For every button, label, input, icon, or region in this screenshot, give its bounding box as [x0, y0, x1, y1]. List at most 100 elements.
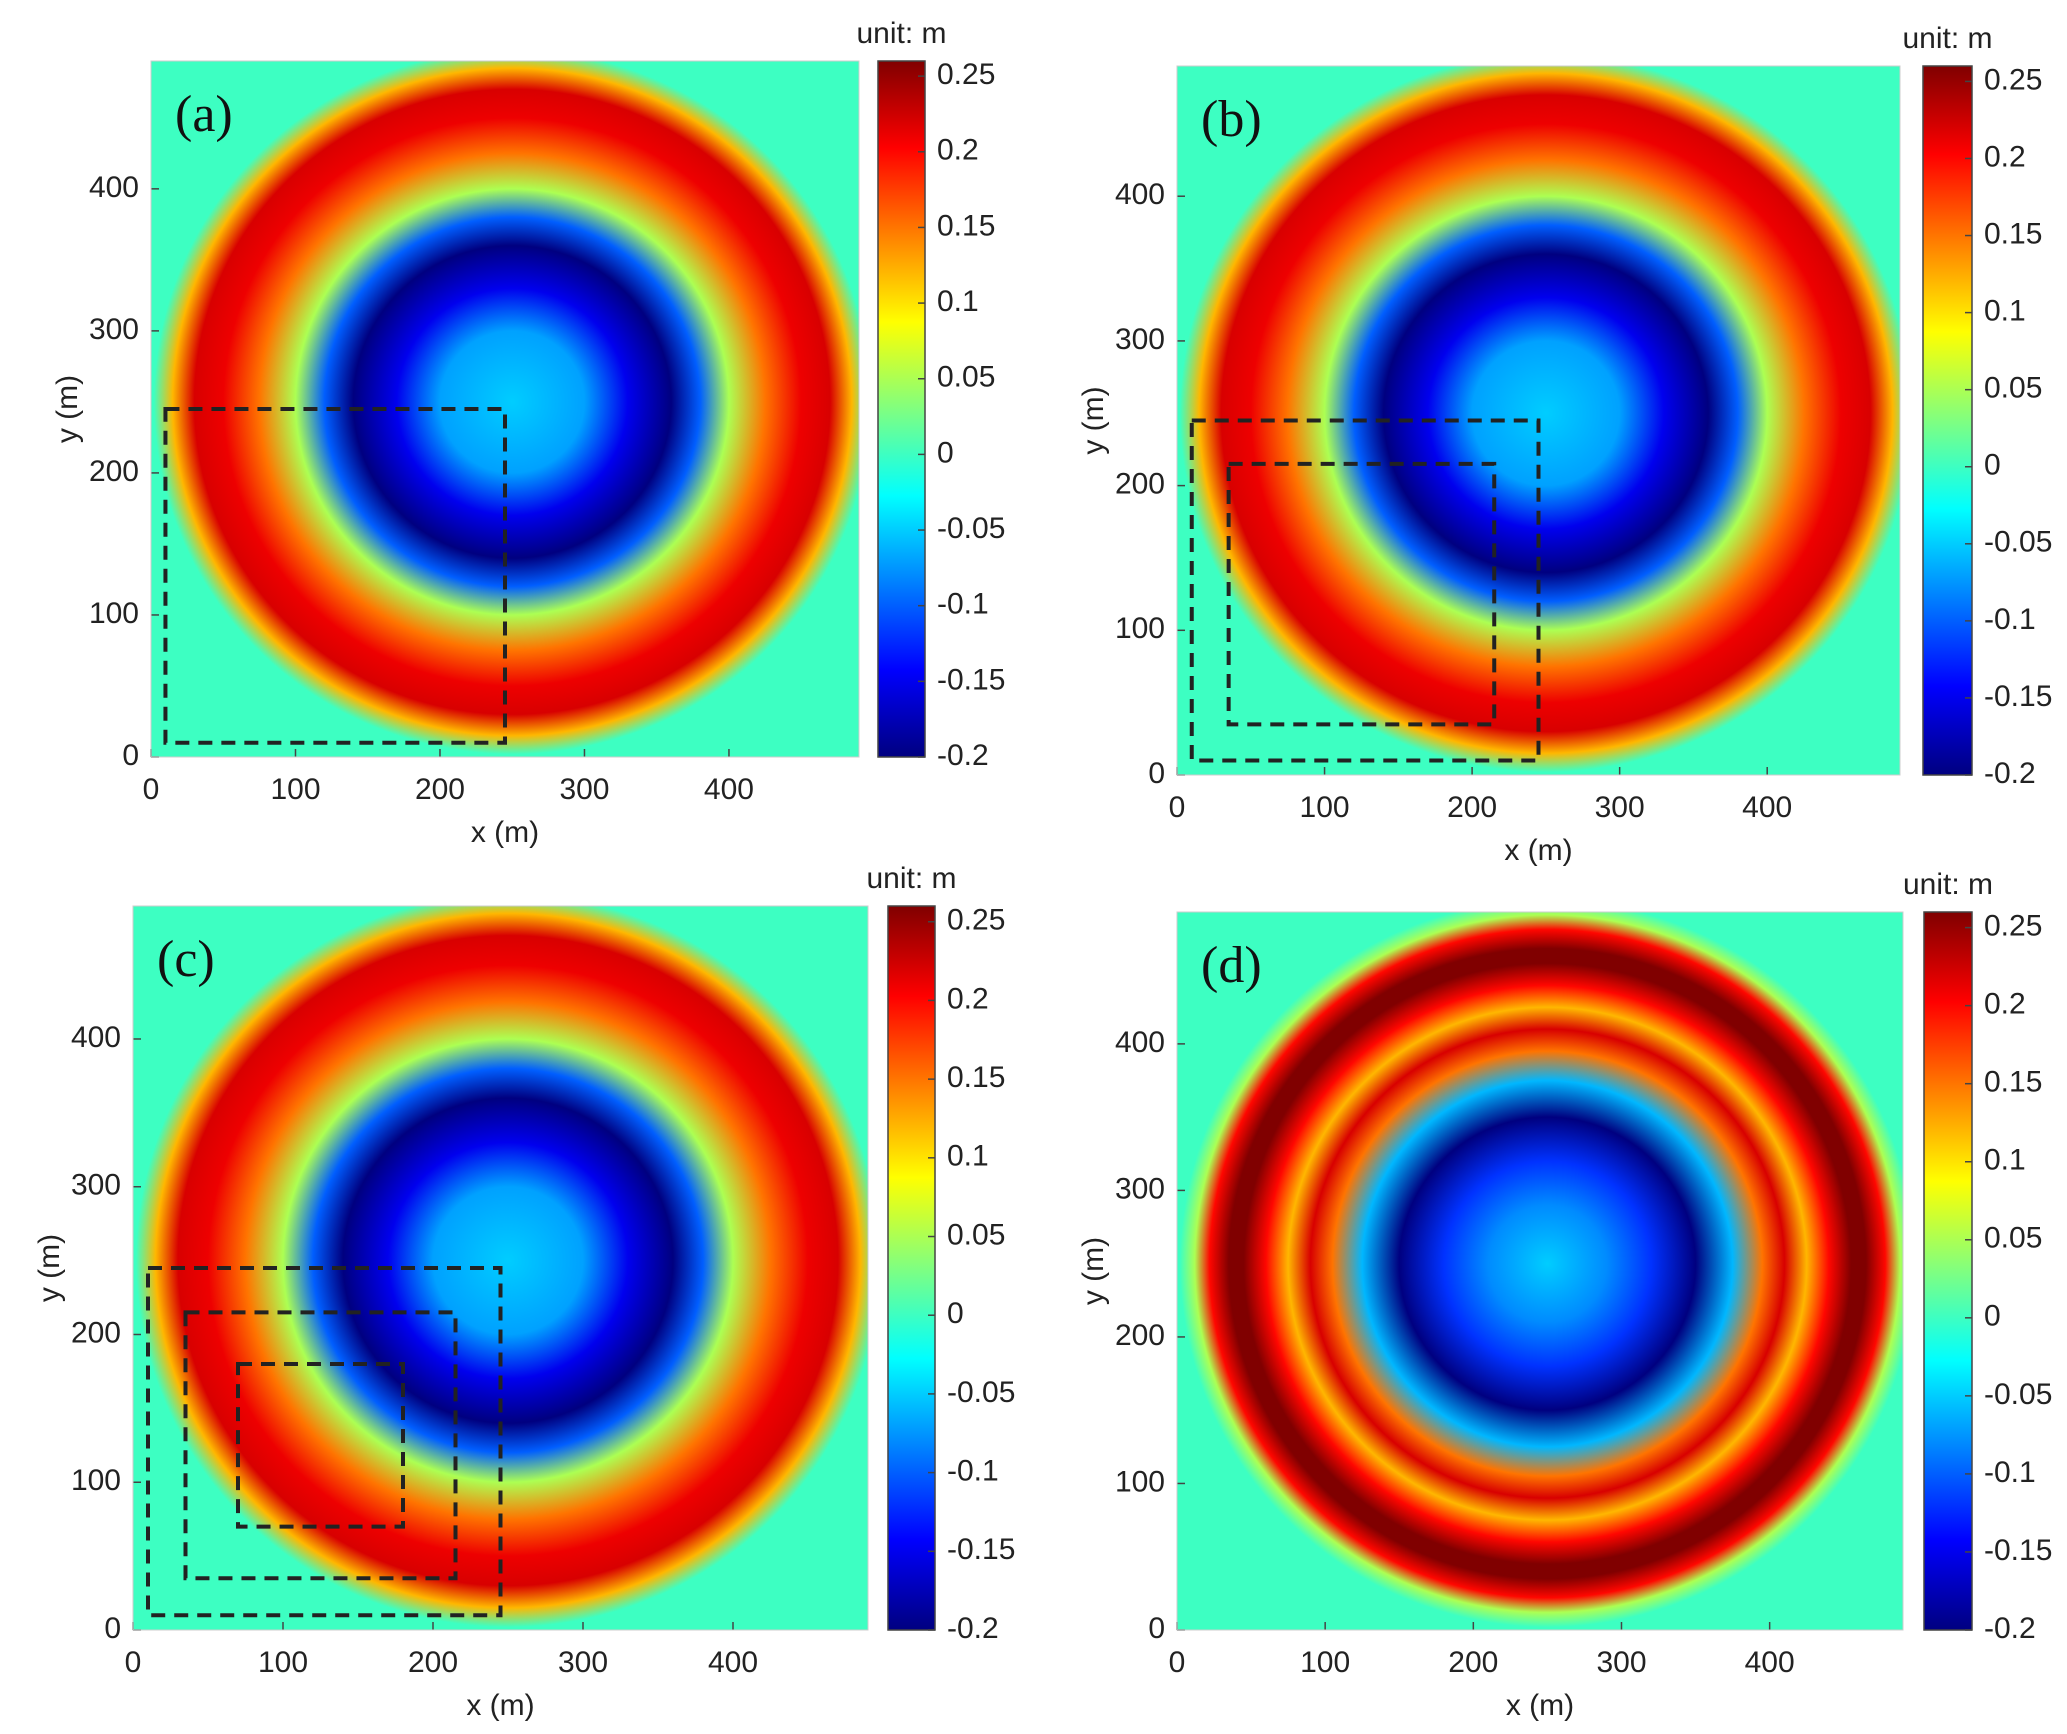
- x-tick-label: 200: [408, 1646, 458, 1679]
- y-tick-label: 400: [89, 171, 139, 204]
- colorbar-tick-label: -0.1: [1984, 1456, 2036, 1489]
- wave-field: [1180, 912, 1903, 1627]
- colorbar: [1922, 65, 1973, 776]
- wave-field: [136, 906, 868, 1627]
- y-tick-label: 300: [71, 1169, 121, 1202]
- x-tick-label: 400: [1745, 1646, 1795, 1679]
- panel: 0 100 200 300 400 0 100 200 300 400 x (m) y (m) (a) -…: [51, 17, 1005, 849]
- y-tick-label: 0: [1148, 757, 1165, 790]
- panel-label: (c): [157, 931, 215, 988]
- y-tick-label: 0: [104, 1612, 121, 1645]
- colorbar-tick-label: 0: [937, 436, 954, 469]
- dashed-box: [183, 1310, 458, 1581]
- plot-frame: [1176, 911, 1904, 1631]
- y-tick-label: 300: [1115, 323, 1165, 356]
- x-tick-label: 400: [708, 1646, 758, 1679]
- y-axis-label: y (m): [51, 375, 84, 443]
- y-axis-label: y (m): [33, 1234, 66, 1302]
- colorbar-title: unit: m: [856, 17, 946, 50]
- colorbar-tick-label: -0.05: [937, 512, 1005, 545]
- colorbar-tick-label: -0.2: [1984, 1612, 2036, 1645]
- colorbar-tick-label: 0.2: [1984, 988, 2026, 1021]
- colorbar: [1923, 911, 1973, 1631]
- colorbar-tick-label: 0.1: [1984, 295, 2026, 328]
- x-tick-label: 200: [415, 773, 465, 806]
- colorbar-tick-label: 0.25: [937, 58, 995, 91]
- wave-field: [1180, 66, 1900, 772]
- colorbar-tick-label: -0.2: [937, 739, 989, 772]
- x-tick-label: 300: [559, 773, 609, 806]
- y-tick-label: 200: [71, 1316, 121, 1349]
- x-tick-label: 0: [1169, 791, 1186, 824]
- colorbar-tick-label: 0.15: [937, 209, 995, 242]
- x-tick-label: 0: [1169, 1646, 1186, 1679]
- colorbar-tick-label: 0.15: [1984, 217, 2042, 250]
- colorbar-tick-label: -0.05: [1984, 526, 2052, 559]
- x-tick-label: 300: [1596, 1646, 1646, 1679]
- y-tick-label: 0: [122, 739, 139, 772]
- x-axis-label: x (m): [1506, 1689, 1574, 1722]
- y-tick-label: 400: [71, 1021, 121, 1054]
- x-tick-label: 0: [125, 1646, 142, 1679]
- colorbar-tick-label: 0.05: [1984, 372, 2042, 405]
- colorbar-tick-label: 0.15: [947, 1061, 1005, 1094]
- colorbar-tick-label: -0.15: [947, 1533, 1015, 1566]
- colorbar: [877, 60, 926, 758]
- panel: 0 100 200 300 400 0 100 200 300 400 x (m) y (m) (c) -…: [33, 862, 1015, 1722]
- colorbar-tick-label: 0: [1984, 1300, 2001, 1333]
- plot-frame: [132, 905, 869, 1631]
- colorbar-tick-label: 0: [947, 1297, 964, 1330]
- y-tick-label: 300: [89, 313, 139, 346]
- x-tick-label: 100: [1300, 791, 1350, 824]
- x-tick-label: 400: [1742, 791, 1792, 824]
- colorbar-tick-label: -0.15: [937, 663, 1005, 696]
- colorbar-tick-label: 0: [1984, 449, 2001, 482]
- colorbar-tick-label: 0.15: [1984, 1066, 2042, 1099]
- y-tick-label: 200: [89, 455, 139, 488]
- colorbar-tick-label: -0.05: [947, 1376, 1015, 1409]
- dashed-box: [236, 1362, 405, 1529]
- dashed-box: [146, 1266, 503, 1618]
- y-axis-label: y (m): [1077, 1237, 1110, 1305]
- dashed-box: [1189, 418, 1541, 763]
- y-tick-label: 200: [1115, 468, 1165, 501]
- x-axis-label: x (m): [1504, 834, 1572, 867]
- wave-field: [153, 61, 859, 755]
- x-tick-label: 100: [258, 1646, 308, 1679]
- y-tick-label: 100: [71, 1464, 121, 1497]
- colorbar-tick-label: 0.05: [947, 1218, 1005, 1251]
- colorbar-tick-label: 0.2: [1984, 140, 2026, 173]
- dashed-box: [163, 407, 507, 745]
- colorbar-tick-label: -0.2: [947, 1612, 999, 1645]
- x-tick-label: 100: [1300, 1646, 1350, 1679]
- x-tick-label: 400: [704, 773, 754, 806]
- colorbar-tick-label: 0.05: [1984, 1222, 2042, 1255]
- panel: 0 100 200 300 400 0 100 200 300 400 x (m) y (m) (b) -…: [1077, 22, 2052, 867]
- colorbar-tick-label: 0.25: [1984, 910, 2042, 943]
- colorbar-tick-label: 0.1: [937, 285, 979, 318]
- colorbar-title: unit: m: [1903, 868, 1993, 901]
- x-tick-label: 100: [270, 773, 320, 806]
- colorbar-tick-label: -0.1: [937, 588, 989, 621]
- colorbar-title: unit: m: [866, 862, 956, 895]
- colorbar-tick-label: 0.1: [947, 1140, 989, 1173]
- x-tick-label: 200: [1447, 791, 1497, 824]
- colorbar-title: unit: m: [1902, 22, 1992, 55]
- panel-label: (a): [175, 86, 233, 143]
- plot-frame: [150, 60, 860, 758]
- x-tick-label: 0: [143, 773, 160, 806]
- panel-label: (d): [1201, 937, 1262, 994]
- x-tick-label: 200: [1448, 1646, 1498, 1679]
- y-tick-label: 100: [89, 597, 139, 630]
- x-tick-label: 300: [558, 1646, 608, 1679]
- y-tick-label: 300: [1115, 1172, 1165, 1205]
- y-axis-label: y (m): [1077, 386, 1110, 454]
- colorbar-tick-label: 0.2: [937, 134, 979, 167]
- y-tick-label: 400: [1115, 178, 1165, 211]
- panel: 0 100 200 300 400 0 100 200 300 400 x (m) y (m) (d) -…: [1077, 868, 2052, 1722]
- colorbar-tick-label: -0.15: [1984, 1534, 2052, 1567]
- colorbar-tick-label: -0.15: [1984, 680, 2052, 713]
- x-axis-label: x (m): [471, 816, 539, 849]
- x-axis-label: x (m): [466, 1689, 534, 1722]
